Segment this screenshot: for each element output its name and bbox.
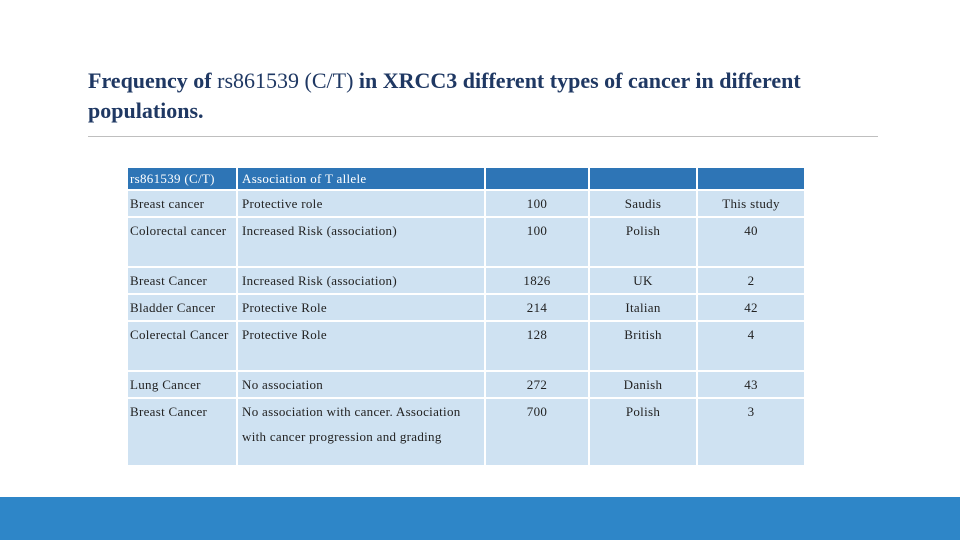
cell-cancer-type: Colerectal Cancer xyxy=(126,320,238,372)
cell-reference: 3 xyxy=(696,397,806,467)
table-row: Breast Cancer Increased Risk (associatio… xyxy=(126,266,806,295)
cell-cancer-type: Bladder Cancer xyxy=(126,293,238,322)
cell-reference: 43 xyxy=(696,370,806,399)
cell-association: No association xyxy=(236,370,486,399)
cell-cancer-type: Colorectal cancer xyxy=(126,216,238,268)
table-row: Colorectal cancer Increased Risk (associ… xyxy=(126,216,806,268)
cell-reference: 4 xyxy=(696,320,806,372)
cell-cancer-type: Lung Cancer xyxy=(126,370,238,399)
slide-title: Frequency of rs861539 (C/T) in XRCC3 dif… xyxy=(88,66,848,126)
cell-population: Saudis xyxy=(588,189,698,218)
cell-population: UK xyxy=(588,266,698,295)
table-row: Bladder Cancer Protective Role 214 Itali… xyxy=(126,293,806,322)
cell-sample-size: 100 xyxy=(484,189,590,218)
header-cell-association: Association of T allele xyxy=(236,166,486,191)
cell-association: Protective role xyxy=(236,189,486,218)
cell-association: Protective Role xyxy=(236,293,486,322)
cell-association: Increased Risk (association) xyxy=(236,216,486,268)
cell-cancer-type: Breast Cancer xyxy=(126,397,238,467)
cell-reference: 2 xyxy=(696,266,806,295)
cell-population: British xyxy=(588,320,698,372)
cell-association: Protective Role xyxy=(236,320,486,372)
table-row: Breast cancer Protective role 100 Saudis… xyxy=(126,189,806,218)
cell-sample-size: 100 xyxy=(484,216,590,268)
cell-association: Increased Risk (association) xyxy=(236,266,486,295)
cell-sample-size: 1826 xyxy=(484,266,590,295)
cell-cancer-type: Breast Cancer xyxy=(126,266,238,295)
table-row: Colerectal Cancer Protective Role 128 Br… xyxy=(126,320,806,372)
cell-population: Polish xyxy=(588,397,698,467)
frequency-table: rs861539 (C/T) Association of T allele B… xyxy=(126,166,806,467)
header-cell-empty xyxy=(696,166,806,191)
cell-population: Italian xyxy=(588,293,698,322)
cell-association: No association with cancer. Association … xyxy=(236,397,486,467)
cell-sample-size: 214 xyxy=(484,293,590,322)
cell-sample-size: 700 xyxy=(484,397,590,467)
table-header-row: rs861539 (C/T) Association of T allele xyxy=(126,166,806,191)
header-cell-empty xyxy=(484,166,590,191)
cell-population: Polish xyxy=(588,216,698,268)
title-part-bold-a: Frequency of xyxy=(88,68,218,93)
cell-reference: 40 xyxy=(696,216,806,268)
cell-reference: 42 xyxy=(696,293,806,322)
cell-population: Danish xyxy=(588,370,698,399)
header-cell-snp: rs861539 (C/T) xyxy=(126,166,238,191)
table-row: Breast Cancer No association with cancer… xyxy=(126,397,806,467)
cell-sample-size: 272 xyxy=(484,370,590,399)
title-part-plain: rs861539 (C/T) xyxy=(217,68,354,93)
cell-sample-size: 128 xyxy=(484,320,590,372)
cell-reference: This study xyxy=(696,189,806,218)
title-divider xyxy=(88,136,878,137)
header-cell-empty xyxy=(588,166,698,191)
cell-cancer-type: Breast cancer xyxy=(126,189,238,218)
footer-bar xyxy=(0,497,960,540)
table-row: Lung Cancer No association 272 Danish 43 xyxy=(126,370,806,399)
title-part-bold-b: in XRCC3 different types of cancer in di… xyxy=(88,68,801,123)
